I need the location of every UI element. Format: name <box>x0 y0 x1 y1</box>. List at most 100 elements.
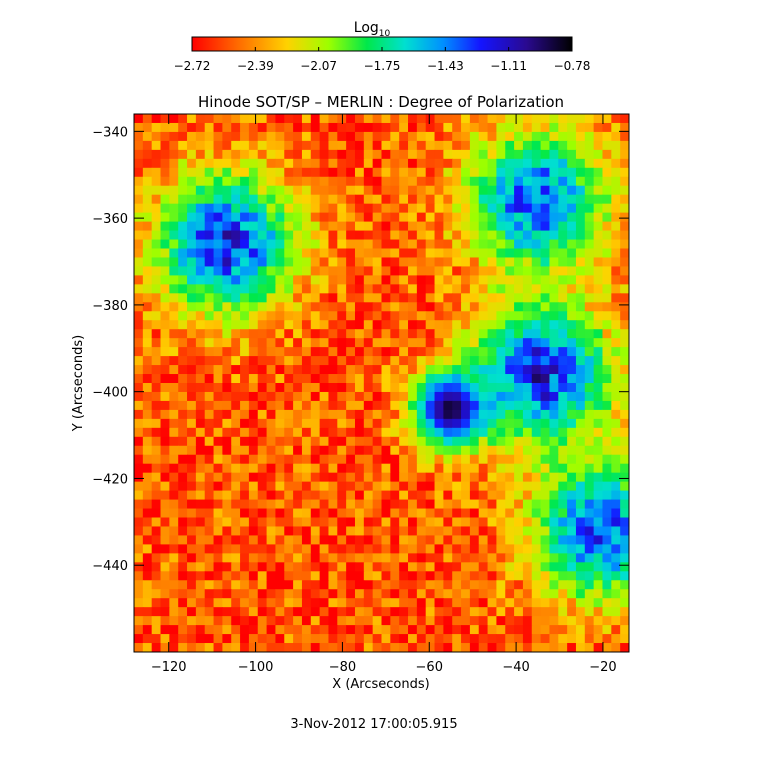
heatmap-cell <box>257 122 268 133</box>
heatmap-cell <box>213 356 223 366</box>
heatmap-cell <box>602 499 612 510</box>
heatmap-cell <box>248 454 259 465</box>
heatmap-cell <box>390 526 400 537</box>
heatmap-cell <box>584 562 595 572</box>
heatmap-cell <box>346 365 356 375</box>
heatmap-cell <box>416 481 427 492</box>
heatmap-cell <box>195 526 206 537</box>
heatmap-cell <box>275 517 285 528</box>
heatmap-cell <box>620 400 629 411</box>
heatmap-cell <box>425 427 436 438</box>
heatmap-cell <box>567 356 577 366</box>
heatmap-cell <box>496 481 506 492</box>
heatmap-cell <box>195 311 206 321</box>
heatmap-cell <box>381 616 391 626</box>
heatmap-cell <box>602 158 612 169</box>
heatmap-cell <box>266 463 277 474</box>
heatmap-cell <box>593 302 604 312</box>
heatmap-cell <box>204 185 215 196</box>
heatmap-cell <box>213 553 223 563</box>
heatmap-cell <box>425 266 436 276</box>
heatmap-cell <box>169 239 179 250</box>
heatmap-cell <box>540 212 551 223</box>
heatmap-cell <box>522 562 533 572</box>
heatmap-cell <box>354 463 365 474</box>
heatmap-cell <box>187 176 197 187</box>
heatmap-cell <box>151 122 162 133</box>
heatmap-cell <box>425 553 436 563</box>
heatmap-cell <box>602 400 612 411</box>
heatmap-cell <box>611 347 621 357</box>
heatmap-cell <box>266 409 277 420</box>
heatmap-cell <box>620 114 629 124</box>
heatmap-cell <box>540 454 551 465</box>
heatmap-cell <box>567 230 577 241</box>
heatmap-cell <box>372 320 383 330</box>
heatmap-cell <box>240 544 250 554</box>
heatmap-cell <box>505 302 515 312</box>
heatmap-cell <box>337 589 347 599</box>
heatmap-cell <box>284 311 294 321</box>
heatmap-cell <box>584 131 595 142</box>
heatmap-cell <box>195 266 206 276</box>
heatmap-cell <box>275 454 285 465</box>
heatmap-cell <box>567 436 577 447</box>
heatmap-cell <box>487 589 498 599</box>
heatmap-cell <box>514 194 524 205</box>
heatmap-cell <box>540 347 551 357</box>
heatmap-cell <box>478 257 489 268</box>
heatmap-cell <box>584 203 595 214</box>
heatmap-cell <box>469 391 480 402</box>
heatmap-cell <box>328 607 338 617</box>
heatmap-cell <box>416 634 427 644</box>
heatmap-cell <box>496 149 506 160</box>
heatmap-cell <box>248 302 259 312</box>
heatmap-cell <box>558 302 568 312</box>
heatmap-cell <box>337 239 347 250</box>
heatmap-cell <box>593 266 604 276</box>
heatmap-cell <box>575 212 586 223</box>
heatmap-cell <box>354 418 365 429</box>
heatmap-cell <box>478 391 489 402</box>
heatmap-cell <box>443 544 453 554</box>
heatmap-cell <box>178 427 188 438</box>
heatmap-cell <box>328 553 338 563</box>
heatmap-cell <box>231 436 241 447</box>
heatmap-cell <box>151 329 162 339</box>
heatmap-cell <box>434 418 444 429</box>
heatmap-cell <box>213 365 223 375</box>
heatmap-cell <box>408 418 418 429</box>
heatmap-cell <box>531 140 542 151</box>
heatmap-cell <box>363 266 374 276</box>
heatmap-cell <box>522 391 533 402</box>
heatmap-cell <box>505 625 515 635</box>
heatmap-cell <box>522 383 533 393</box>
heatmap-cell <box>461 239 471 250</box>
heatmap-cell <box>240 114 250 124</box>
heatmap-cell <box>346 149 356 160</box>
heatmap-cell <box>567 266 577 276</box>
heatmap-cell <box>213 418 223 429</box>
heatmap-cell <box>293 158 303 169</box>
heatmap-cell <box>620 167 629 178</box>
heatmap-cell <box>443 634 453 644</box>
heatmap-cell <box>390 634 400 644</box>
heatmap-cell <box>602 571 612 581</box>
heatmap-cell <box>354 454 365 465</box>
heatmap-cell <box>204 454 215 465</box>
heatmap-cell <box>257 230 268 241</box>
heatmap-cell <box>620 239 629 250</box>
heatmap-cell <box>134 616 144 626</box>
heatmap-cell <box>461 508 471 519</box>
heatmap-cell <box>452 374 462 384</box>
heatmap-cell <box>160 131 170 142</box>
heatmap-cell <box>204 445 215 456</box>
heatmap-cell <box>213 257 223 268</box>
heatmap-cell <box>620 580 629 590</box>
heatmap-cell <box>514 589 524 599</box>
heatmap-cell <box>469 230 480 241</box>
heatmap-cell <box>301 535 312 545</box>
heatmap-cell <box>496 185 506 196</box>
heatmap-cell <box>416 338 427 348</box>
heatmap-cell <box>266 275 277 285</box>
